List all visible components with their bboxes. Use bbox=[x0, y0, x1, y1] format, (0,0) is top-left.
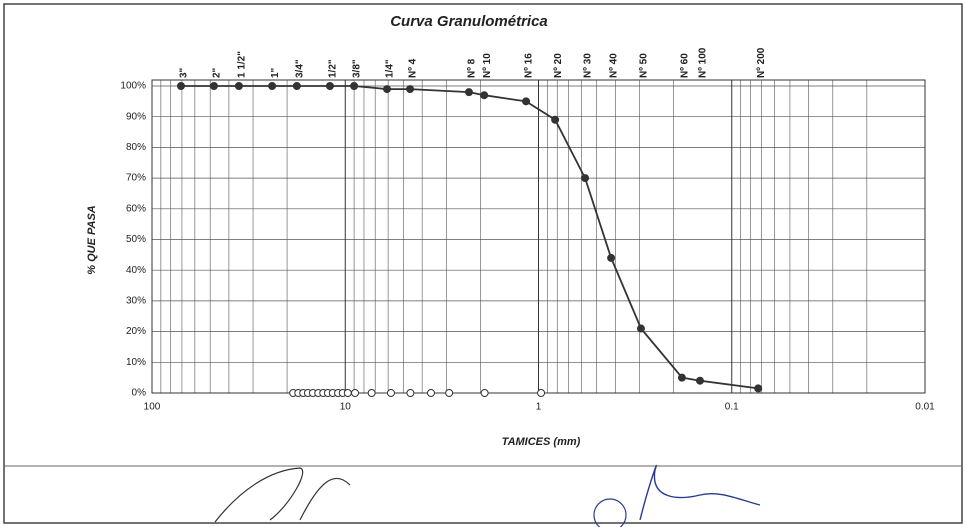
x-tick-label: 10 bbox=[340, 402, 352, 413]
sieve-label: Nº 40 bbox=[609, 53, 620, 78]
data-point bbox=[551, 115, 560, 124]
stamp bbox=[593, 498, 627, 527]
sieve-label: Nº 4 bbox=[408, 58, 419, 78]
data-point bbox=[268, 82, 277, 90]
sieve-label: 1" bbox=[270, 67, 281, 78]
x-axis-label: TAMICES (mm) bbox=[502, 436, 581, 448]
y-tick-label: 10% bbox=[126, 357, 146, 368]
data-point bbox=[234, 82, 243, 90]
data-point bbox=[677, 373, 686, 382]
sieve-label: Nº 50 bbox=[639, 53, 650, 78]
x-tick-label: 0.1 bbox=[725, 402, 739, 413]
sieve-label: Nº 60 bbox=[680, 53, 691, 78]
sieve-label: 1 1/2" bbox=[237, 51, 248, 78]
data-point bbox=[350, 82, 359, 90]
data-point bbox=[406, 85, 415, 94]
sieve-label: Nº 30 bbox=[583, 53, 594, 78]
data-point bbox=[325, 82, 334, 90]
page-border bbox=[3, 3, 963, 524]
sieve-label: 1/4" bbox=[385, 59, 396, 78]
data-point bbox=[176, 82, 185, 90]
data-point bbox=[522, 97, 531, 106]
sieve-label: Nº 200 bbox=[756, 47, 767, 78]
series-line bbox=[181, 85, 759, 390]
y-tick-label: 50% bbox=[126, 234, 146, 245]
y-tick-label: 60% bbox=[126, 203, 146, 214]
x-tick-label: 100 bbox=[144, 402, 161, 413]
x-tick-label: 0.01 bbox=[915, 402, 935, 413]
sieve-label: 2" bbox=[212, 67, 223, 78]
data-point bbox=[581, 174, 590, 183]
y-tick-label: 30% bbox=[126, 296, 146, 307]
data-point bbox=[695, 376, 704, 385]
sieve-label: Nº 10 bbox=[482, 53, 493, 78]
sieve-label: Nº 16 bbox=[524, 53, 535, 78]
data-point bbox=[480, 389, 489, 397]
sieve-label: 1/2" bbox=[328, 59, 339, 78]
data-point bbox=[406, 389, 415, 397]
sieve-label: 3" bbox=[179, 67, 190, 78]
data-point bbox=[343, 389, 352, 397]
signature bbox=[639, 464, 761, 521]
data-point bbox=[480, 91, 489, 100]
data-point bbox=[383, 85, 392, 94]
sieve-label: 3/4" bbox=[294, 59, 305, 78]
sieve-label: Nº 8 bbox=[467, 58, 478, 78]
signature bbox=[214, 467, 351, 523]
data-point bbox=[209, 82, 218, 90]
sieve-label: Nº 20 bbox=[553, 53, 564, 78]
y-tick-label: 80% bbox=[126, 142, 146, 153]
data-point bbox=[426, 389, 435, 397]
data-point bbox=[292, 82, 301, 90]
y-tick-label: 70% bbox=[126, 173, 146, 184]
sieve-label: 3/8" bbox=[352, 59, 363, 78]
chart-title: Curva Granulométrica bbox=[390, 13, 548, 30]
y-tick-label: 100% bbox=[120, 81, 146, 92]
x-tick-label: 1 bbox=[536, 402, 542, 413]
data-point bbox=[607, 253, 616, 262]
data-point bbox=[464, 88, 473, 97]
y-tick-label: 40% bbox=[126, 265, 146, 276]
data-point bbox=[537, 389, 546, 397]
y-tick-label: 20% bbox=[126, 326, 146, 337]
data-point bbox=[754, 384, 763, 393]
y-tick-label: 0% bbox=[132, 388, 147, 399]
y-tick-label: 90% bbox=[126, 111, 146, 122]
y-axis-label: % QUE PASA bbox=[86, 205, 98, 275]
data-point bbox=[367, 389, 376, 397]
data-point bbox=[386, 389, 395, 397]
data-point bbox=[445, 389, 454, 397]
data-point bbox=[636, 324, 645, 333]
data-point bbox=[351, 389, 360, 397]
sieve-label: Nº 100 bbox=[698, 47, 709, 78]
